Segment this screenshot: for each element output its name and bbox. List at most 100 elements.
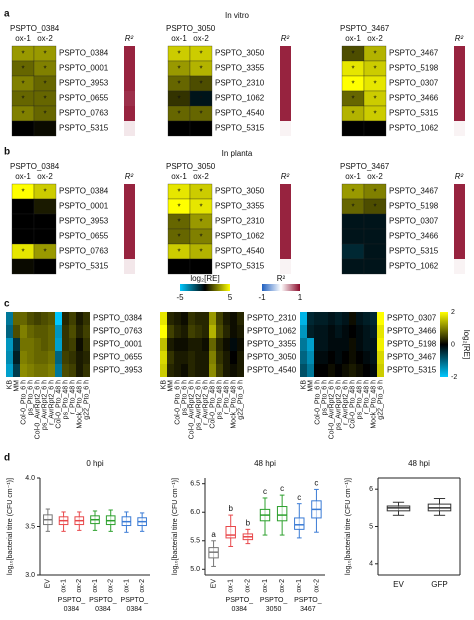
heatmap-cell xyxy=(321,338,328,351)
heatmap-cell xyxy=(33,120,57,137)
r2-cell xyxy=(454,259,465,274)
heatmap-cell xyxy=(33,213,57,230)
group-label: PSPTO_ xyxy=(121,597,149,604)
r2-cell xyxy=(454,46,465,61)
column-label: ps_Pto_48 h xyxy=(216,380,223,419)
heatmap-cell xyxy=(202,364,209,377)
r2-cell xyxy=(454,184,465,199)
heatmap-cell xyxy=(13,338,20,351)
heatmap-cell xyxy=(62,338,69,351)
plot-title: 48 hpi xyxy=(254,459,276,468)
heatmap-cell xyxy=(160,351,167,364)
r2-cell xyxy=(124,121,135,136)
heatmap-title: PSPTO_3050 xyxy=(166,24,216,33)
row-label: PSPTO_3467 xyxy=(387,353,437,362)
heatmap-cell xyxy=(160,312,167,325)
r2-cell xyxy=(280,229,291,244)
heatmap-cell xyxy=(167,312,174,325)
heatmap-cell xyxy=(237,364,244,377)
heatmap-cell xyxy=(216,364,223,377)
r2-cell xyxy=(280,184,291,199)
r2-cell xyxy=(280,76,291,91)
heatmap-cell xyxy=(328,312,335,325)
column-label: MM xyxy=(13,380,20,392)
row-label: PSPTO_5315 xyxy=(59,124,109,133)
r2-cell xyxy=(454,91,465,106)
panel-label: b xyxy=(4,147,10,158)
significance-star: * xyxy=(177,203,180,212)
row-label: PSPTO_2310 xyxy=(215,79,265,88)
heatmap-cell xyxy=(41,338,48,351)
r2-cell xyxy=(280,244,291,259)
group-label: 3467 xyxy=(300,606,316,613)
column-label: ox-1 xyxy=(15,172,31,181)
heatmap-cell xyxy=(34,312,41,325)
row-label: PSPTO_0384 xyxy=(59,49,109,58)
r2-cell xyxy=(124,184,135,199)
column-label: Col-0_Pto_48 h xyxy=(349,380,356,429)
row-label: PSPTO_3355 xyxy=(215,64,265,73)
heatmap-cell xyxy=(300,325,307,338)
row-label: PSPTO_0001 xyxy=(59,64,109,73)
heatmap-cell xyxy=(349,312,356,325)
heatmap-cell xyxy=(370,351,377,364)
x-tick-label: ox-2 xyxy=(313,579,320,593)
heatmap-cell xyxy=(216,325,223,338)
heatmap-cell xyxy=(189,120,213,137)
heatmap-cell xyxy=(69,338,76,351)
heatmap-cell xyxy=(363,213,387,230)
column-label: ps_AvrRpt2_6 h xyxy=(195,380,202,430)
row-label: PSPTO_3466 xyxy=(389,94,439,103)
r2-label: R² xyxy=(125,172,134,181)
significance-star: * xyxy=(177,50,180,59)
heatmap-cell xyxy=(356,351,363,364)
column-label: Col-0_Pto_48 h xyxy=(209,380,216,429)
row-label: PSPTO_5315 xyxy=(389,109,439,118)
heatmap-cell xyxy=(33,198,57,215)
heatmap-cell xyxy=(6,364,13,377)
r2-cell xyxy=(454,214,465,229)
colorbar xyxy=(440,312,448,377)
significance-letter: c xyxy=(263,487,267,496)
heatmap-cell xyxy=(209,364,216,377)
heatmap-title: PSPTO_0384 xyxy=(10,24,60,33)
heatmap-cell xyxy=(83,325,90,338)
heatmap-cell xyxy=(11,120,35,137)
heatmap-cell xyxy=(300,364,307,377)
heatmap-cell xyxy=(55,364,62,377)
heatmap-cell xyxy=(188,364,195,377)
significance-star: * xyxy=(199,95,202,104)
heatmap-cell xyxy=(55,338,62,351)
significance-star: * xyxy=(43,50,46,59)
row-label: PSPTO_5315 xyxy=(215,262,265,271)
row-label: PSPTO_3050 xyxy=(247,353,297,362)
y-tick-label: 6.0 xyxy=(190,509,200,516)
heatmap-cell xyxy=(174,325,181,338)
row-label: PSPTO_1062 xyxy=(247,327,297,336)
r2-cell xyxy=(280,214,291,229)
x-tick-label: ox-2 xyxy=(76,579,83,593)
heatmap-cell xyxy=(370,364,377,377)
column-label: ox-2 xyxy=(37,34,53,43)
heatmap-cell xyxy=(181,325,188,338)
significance-star: * xyxy=(43,188,46,197)
heatmap-cell xyxy=(349,351,356,364)
significance-star: * xyxy=(351,95,354,104)
heatmap-cell xyxy=(223,312,230,325)
heatmap-cell xyxy=(377,351,384,364)
significance-star: * xyxy=(21,95,24,104)
heatmap-cell xyxy=(76,325,83,338)
heatmap-cell xyxy=(342,338,349,351)
significance-star: * xyxy=(177,65,180,74)
y-tick-label: 6.5 xyxy=(190,481,200,488)
r2-cell xyxy=(124,61,135,76)
heatmap-cell xyxy=(314,325,321,338)
heatmap-cell xyxy=(11,198,35,215)
row-label: PSPTO_0763 xyxy=(93,327,143,336)
heatmap-cell xyxy=(335,338,342,351)
heatmap-cell xyxy=(11,228,35,245)
significance-star: * xyxy=(351,203,354,212)
significance-letter: b xyxy=(228,504,233,513)
significance-star: * xyxy=(351,80,354,89)
heatmap-cell xyxy=(216,338,223,351)
